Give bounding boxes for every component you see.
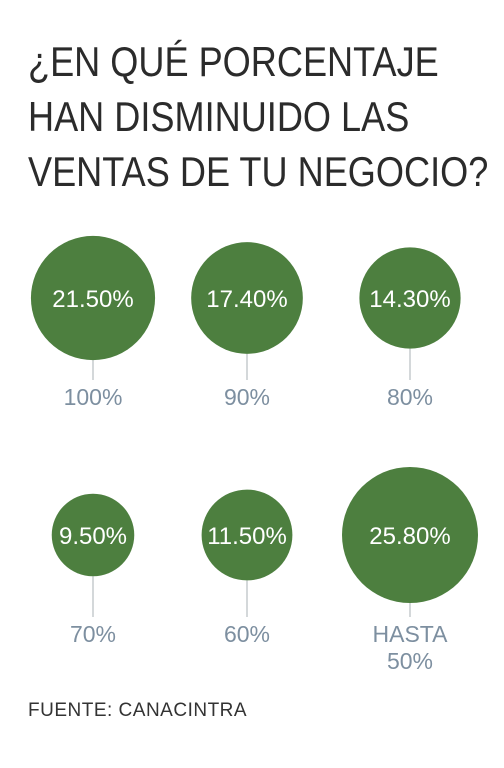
bubble xyxy=(342,467,478,603)
title-line-1: ¿EN QUÉ PORCENTAJE xyxy=(28,38,439,85)
title-line-2: HAN DISMINUIDO LAS xyxy=(28,93,410,140)
category-label: 70% xyxy=(70,621,116,647)
bubble-value-label: 9.50% xyxy=(59,523,127,550)
bubble-value-label: 11.50% xyxy=(207,523,287,550)
bubble-value-label: 21.50% xyxy=(52,286,133,313)
bubble-value-label: 17.40% xyxy=(206,286,287,313)
bubble xyxy=(359,247,461,349)
category-label: HASTA xyxy=(373,621,449,647)
bubble xyxy=(51,493,135,577)
category-label: 90% xyxy=(224,384,270,410)
title-line-3: VENTAS DE TU NEGOCIO? xyxy=(28,148,489,195)
category-label: 100% xyxy=(64,384,123,410)
category-label: 50% xyxy=(387,648,433,674)
bubble xyxy=(30,235,156,361)
chart-title: ¿EN QUÉ PORCENTAJE HAN DISMINUIDO LAS VE… xyxy=(28,34,489,199)
source-note: FUENTE: CANACINTRA xyxy=(28,700,248,721)
bubble xyxy=(201,489,293,581)
bubble xyxy=(191,242,303,354)
category-label: 60% xyxy=(224,621,270,647)
bubble-value-label: 14.30% xyxy=(369,286,450,313)
category-label: 80% xyxy=(387,384,433,410)
bubble-value-label: 25.80% xyxy=(369,523,450,550)
